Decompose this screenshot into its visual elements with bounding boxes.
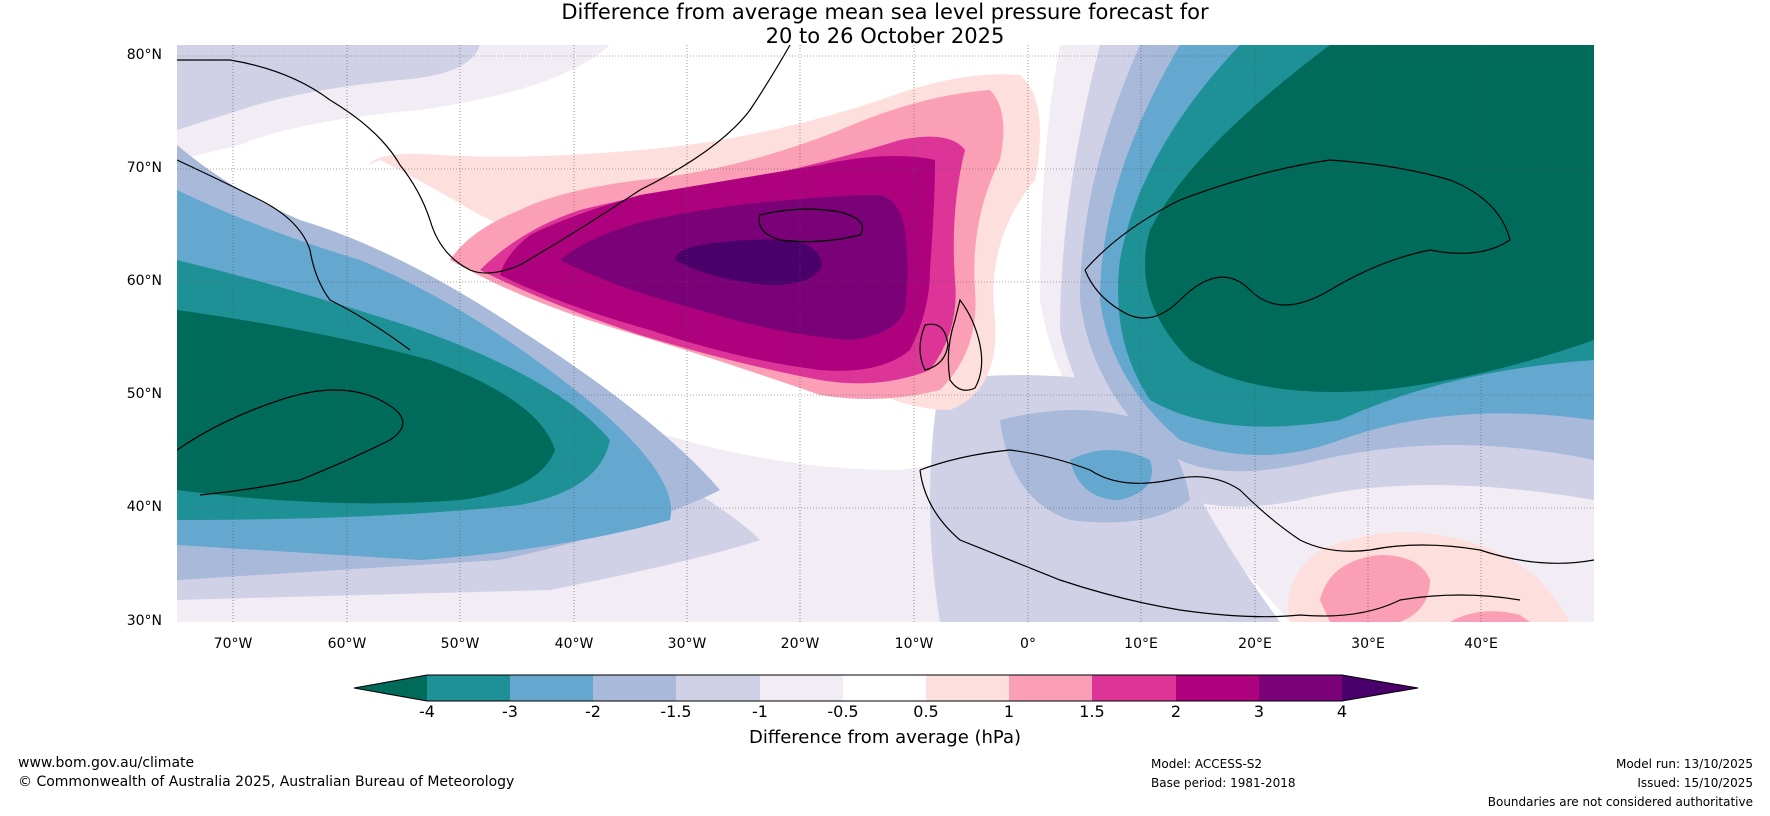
colorbar-tick: 2 (1170, 702, 1182, 721)
colorbar-extend-low (354, 675, 427, 701)
colorbar-swatch-2 (510, 675, 593, 701)
colorbar-swatch-5 (760, 675, 843, 701)
colorbar-swatch-1 (427, 675, 510, 701)
colorbar-swatch-3 (593, 675, 676, 701)
lon-label-50w: 50°W (440, 636, 480, 652)
colorbar-tick: 3 (1253, 702, 1265, 721)
lat-label-60n: 60°N (126, 273, 162, 289)
lon-label-30w: 30°W (667, 636, 707, 652)
lat-label-70n: 70°N (126, 160, 162, 176)
lon-label-20w: 20°W (780, 636, 820, 652)
chart-title: Difference from average mean sea level p… (0, 0, 1770, 48)
coastlines (177, 45, 1594, 618)
colorbar-swatch-6 (843, 675, 926, 701)
lon-label-40w: 40°W (554, 636, 594, 652)
band-plus-4-atlantic (675, 239, 822, 285)
colorbar-extend-high (1342, 675, 1418, 701)
model-name: Model: ACCESS-S2 (1151, 757, 1263, 771)
colorbar-tick: -1.5 (660, 702, 692, 721)
colorbar-outline (353, 674, 1419, 702)
contour-field (177, 45, 1594, 622)
colorbar-tick: -3 (502, 702, 518, 721)
colorbar-swatch-10 (1176, 675, 1259, 701)
lon-label-30e: 30°E (1351, 636, 1385, 652)
issued-date: Issued: 15/10/2025 (1637, 776, 1753, 790)
colorbar-tick: 1 (1003, 702, 1015, 721)
copyright-text: © Commonwealth of Australia 2025, Austra… (18, 774, 515, 790)
colorbar-tick: -1 (752, 702, 768, 721)
band-minus-4-east (1145, 45, 1594, 392)
band-minus-4-west (177, 310, 555, 504)
lat-label-50n: 50°N (126, 386, 162, 402)
lon-label-60w: 60°W (327, 636, 367, 652)
lat-label-30n: 30°N (126, 613, 162, 629)
colorbar-tick: -2 (585, 702, 601, 721)
colorbar (353, 674, 1419, 702)
colorbar-title: Difference from average (hPa) (748, 727, 1022, 748)
colorbar-tick: 1.5 (1079, 702, 1105, 721)
band-minus-1-nw (177, 45, 480, 130)
colorbar-tick: 0.5 (913, 702, 939, 721)
colorbar-swatch-4 (676, 675, 760, 701)
colorbar-tick: -4 (419, 702, 435, 721)
lon-label-10w: 10°W (894, 636, 934, 652)
graticule (177, 45, 1594, 622)
colorbar-tick: 4 (1336, 702, 1348, 721)
lat-label-40n: 40°N (126, 499, 162, 515)
band-plus-1-med (1320, 555, 1530, 622)
lat-label-80n: 80°N (126, 47, 162, 63)
model-run-date: Model run: 13/10/2025 (1615, 757, 1753, 771)
title-line-1: Difference from average mean sea level p… (561, 0, 1209, 24)
colorbar-swatch-9 (1092, 675, 1176, 701)
title-line-2: 20 to 26 October 2025 (765, 24, 1005, 48)
lon-label-70w: 70°W (213, 636, 253, 652)
lon-label-40e: 40°E (1464, 636, 1498, 652)
base-period: Base period: 1981-2018 (1151, 776, 1296, 790)
lon-label-0: 0° (1020, 636, 1036, 652)
website-link[interactable]: www.bom.gov.au/climate (18, 755, 195, 771)
colorbar-swatch-11 (1259, 675, 1342, 701)
colorbar-swatch-7 (926, 675, 1009, 701)
band-minus-2-med (1070, 450, 1152, 500)
boundaries-disclaimer: Boundaries are not considered authoritat… (1487, 795, 1753, 809)
lon-label-20e: 20°E (1238, 636, 1272, 652)
colorbar-tick: -0.5 (827, 702, 859, 721)
lon-label-10e: 10°E (1124, 636, 1158, 652)
colorbar-swatch-8 (1009, 675, 1092, 701)
